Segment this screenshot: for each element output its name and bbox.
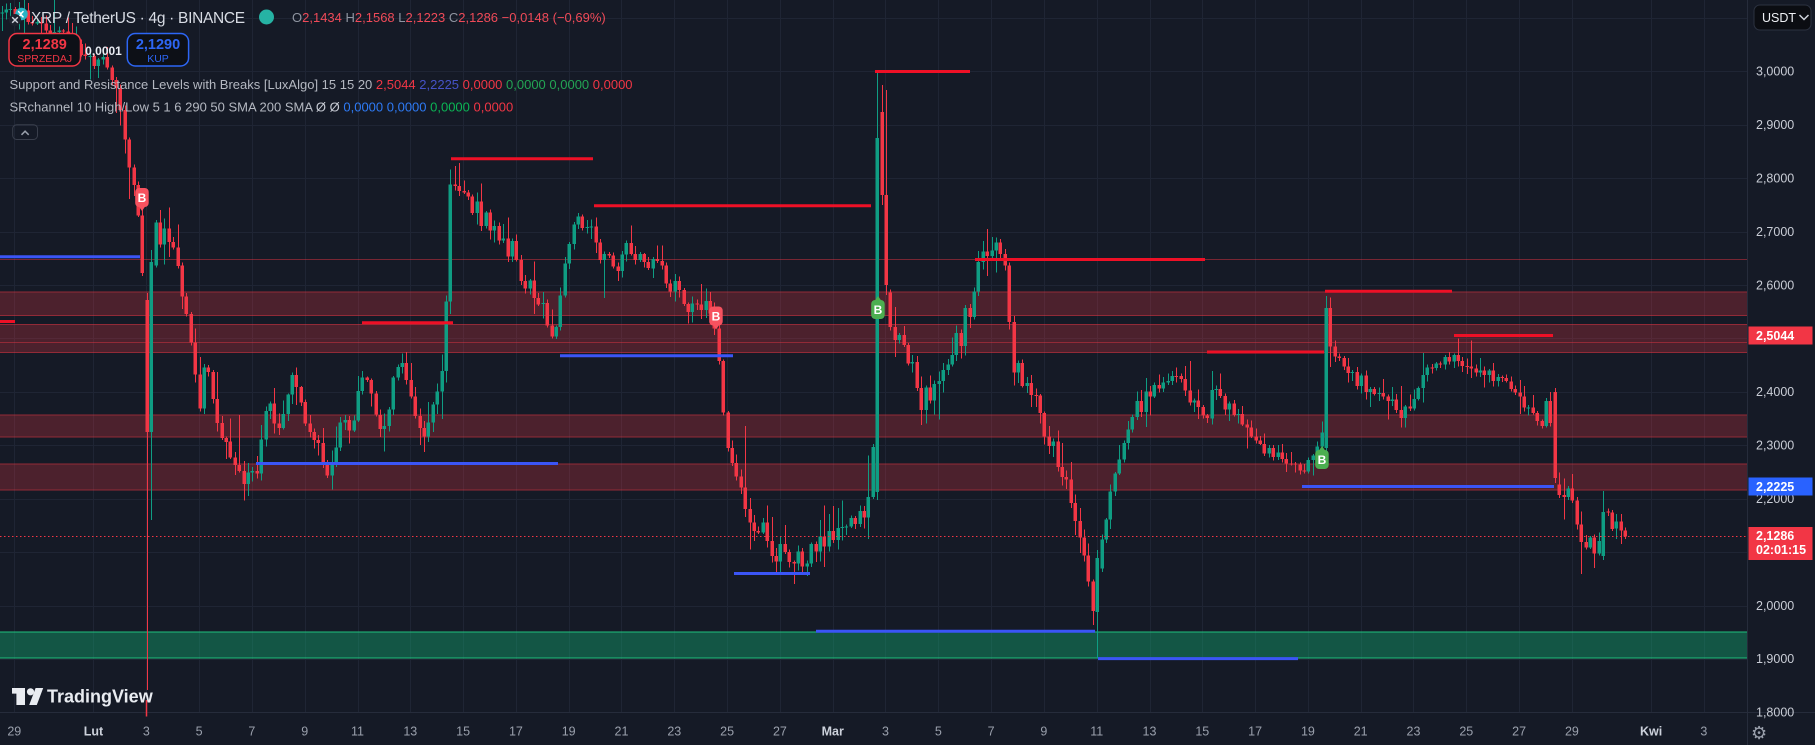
svg-text:9: 9 xyxy=(1040,725,1047,739)
svg-text:2,1286: 2,1286 xyxy=(1756,529,1794,543)
svg-text:Lut: Lut xyxy=(84,725,104,739)
svg-text:2,0000: 2,0000 xyxy=(1756,599,1794,613)
svg-text:B: B xyxy=(1318,453,1327,467)
svg-text:27: 27 xyxy=(1512,725,1526,739)
svg-text:7: 7 xyxy=(988,725,995,739)
svg-text:TradingView: TradingView xyxy=(47,687,154,707)
svg-text:11: 11 xyxy=(351,725,364,739)
svg-text:7: 7 xyxy=(248,725,255,739)
svg-text:XRP / TetherUS · 4g · BINANCE: XRP / TetherUS · 4g · BINANCE xyxy=(31,10,245,27)
svg-text:2,3000: 2,3000 xyxy=(1756,439,1794,453)
svg-text:11: 11 xyxy=(1090,725,1103,739)
svg-text:29: 29 xyxy=(1565,725,1579,739)
svg-text:2,8000: 2,8000 xyxy=(1756,171,1794,185)
svg-text:⚙: ⚙ xyxy=(1751,723,1767,743)
svg-text:19: 19 xyxy=(562,725,576,739)
svg-text:5: 5 xyxy=(935,725,942,739)
svg-text:2,7000: 2,7000 xyxy=(1756,225,1794,239)
svg-text:B: B xyxy=(138,191,147,205)
svg-text:17: 17 xyxy=(1248,725,1262,739)
svg-text:SRchannel 10 High/Low 5 1 6 29: SRchannel 10 High/Low 5 1 6 290 50 SMA 2… xyxy=(10,100,514,115)
svg-text:29: 29 xyxy=(7,725,21,739)
svg-text:17: 17 xyxy=(509,725,523,739)
svg-text:13: 13 xyxy=(403,725,417,739)
svg-text:02:01:15: 02:01:15 xyxy=(1756,543,1806,557)
svg-text:Mar: Mar xyxy=(822,725,844,739)
svg-text:15: 15 xyxy=(456,725,470,739)
svg-text:15: 15 xyxy=(1195,725,1209,739)
svg-text:2,5044: 2,5044 xyxy=(1756,329,1794,343)
svg-text:1,9000: 1,9000 xyxy=(1756,652,1794,666)
svg-text:2,1290: 2,1290 xyxy=(136,37,180,53)
svg-text:9: 9 xyxy=(301,725,308,739)
svg-text:19: 19 xyxy=(1301,725,1315,739)
svg-text:3: 3 xyxy=(882,725,889,739)
svg-text:13: 13 xyxy=(1143,725,1157,739)
svg-text:21: 21 xyxy=(1354,725,1368,739)
svg-text:25: 25 xyxy=(720,725,734,739)
svg-text:3: 3 xyxy=(1700,725,1707,739)
svg-text:5: 5 xyxy=(196,725,203,739)
svg-text:2,6000: 2,6000 xyxy=(1756,278,1794,292)
svg-text:1,8000: 1,8000 xyxy=(1756,706,1794,720)
svg-text:27: 27 xyxy=(773,725,787,739)
svg-text:B: B xyxy=(874,303,883,317)
svg-text:3,0000: 3,0000 xyxy=(1756,65,1794,79)
svg-text:2,2225: 2,2225 xyxy=(1756,480,1794,494)
svg-text:3: 3 xyxy=(143,725,150,739)
svg-text:B: B xyxy=(712,310,721,324)
svg-text:KUP: KUP xyxy=(147,53,169,65)
svg-text:2,9000: 2,9000 xyxy=(1756,118,1794,132)
svg-text:21: 21 xyxy=(615,725,629,739)
svg-text:23: 23 xyxy=(667,725,681,739)
svg-text:SPRZEDAJ: SPRZEDAJ xyxy=(17,53,72,65)
svg-text:USDT: USDT xyxy=(1762,11,1796,25)
svg-text:Kwi: Kwi xyxy=(1640,725,1662,739)
svg-text:23: 23 xyxy=(1407,725,1421,739)
svg-text:2,4000: 2,4000 xyxy=(1756,385,1794,399)
svg-text:2,1289: 2,1289 xyxy=(23,37,67,53)
svg-text:25: 25 xyxy=(1459,725,1473,739)
svg-text:Support and Resistance Levels: Support and Resistance Levels with Break… xyxy=(10,77,633,92)
svg-text:O2,1434 H2,1568 L2,1223 C2,128: O2,1434 H2,1568 L2,1223 C2,1286 −0,0148 … xyxy=(292,10,606,25)
svg-text:0,0001: 0,0001 xyxy=(85,44,122,58)
